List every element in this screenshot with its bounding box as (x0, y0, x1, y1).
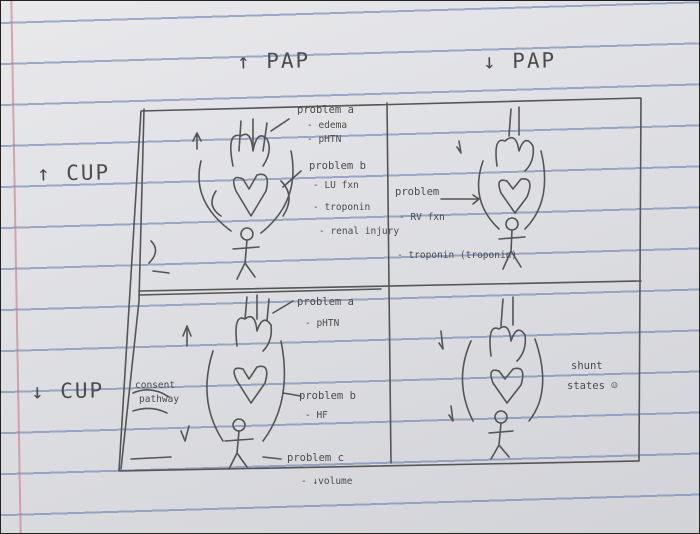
q3-problem-b-label: problem b (299, 390, 356, 402)
q1-problem-b-label: problem b (309, 160, 366, 172)
q1-problem-a-note: - pHTN (307, 134, 342, 145)
q1-problem-b-note: - troponin (313, 202, 371, 213)
q3-side-note: consent (135, 380, 176, 391)
q3-problem-c-label: problem c (287, 452, 344, 464)
q1-problem-a-note: - edema (307, 120, 348, 131)
q3-figure (180, 294, 302, 470)
heading-low-pap: ↓ PAP (482, 48, 557, 74)
q3-problem-c-note: - ↓volume (301, 476, 353, 487)
q2-figure (440, 106, 546, 270)
grid-vertical-divider (386, 102, 392, 464)
grid-outer-border (118, 97, 642, 472)
q4-side-note: shunt (571, 360, 603, 372)
q2-problem-note: - RV fxn (399, 212, 445, 223)
q3-problem-a-label: problem a (297, 296, 354, 308)
heading-high-cup: ↑ CUP (36, 160, 111, 186)
q1-problem-a-label: problem a (297, 104, 354, 116)
grid-horizontal-divider (138, 280, 642, 292)
q1-problem-b-note: - renal injury (319, 226, 400, 237)
q1-figure (198, 118, 302, 280)
q2-problem-label: problem (395, 186, 440, 198)
heading-low-cup: ↓ CUP (30, 378, 105, 404)
heading-high-pap: ↑ PAP (236, 48, 311, 74)
q4-side-note: states ☺ (567, 380, 618, 392)
q3-side-note: pathway (139, 394, 180, 405)
q4-figure (438, 296, 544, 460)
q1-problem-b-note: - LU fxn (313, 180, 359, 191)
q3-problem-a-note: - pHTN (305, 318, 340, 329)
q3-problem-b-note: - HF (305, 410, 328, 421)
q2-problem-note: - troponin (troponin) (397, 250, 518, 261)
